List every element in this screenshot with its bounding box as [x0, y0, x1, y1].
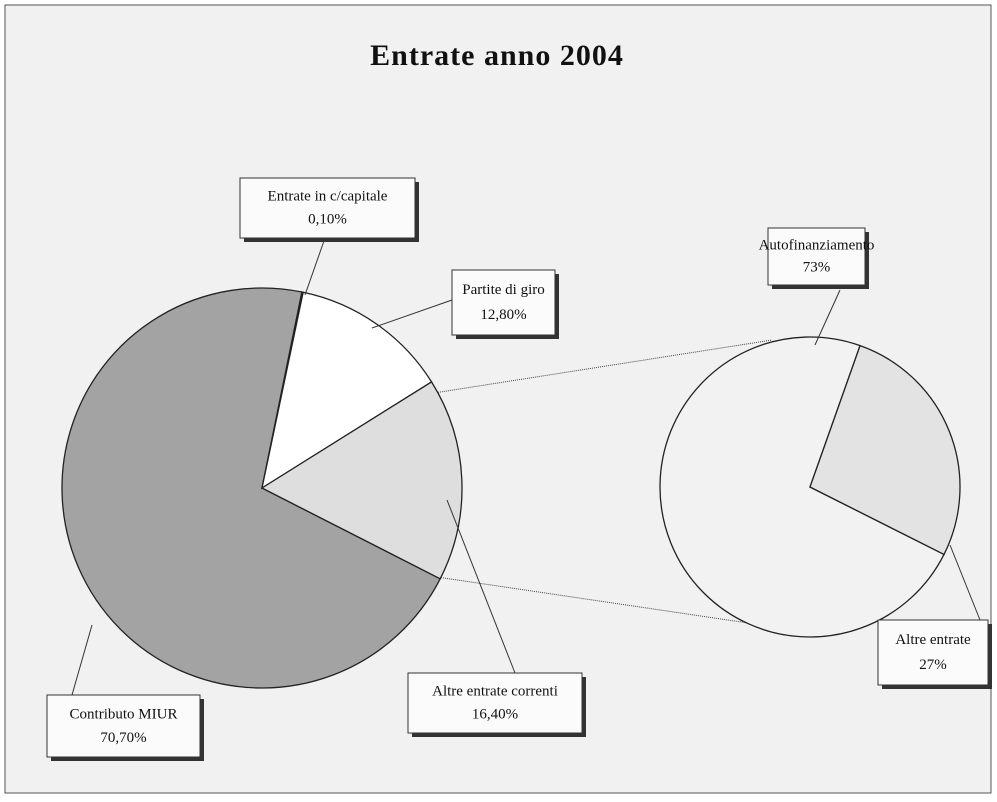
label-box [407, 672, 583, 734]
leader-line [814, 289, 841, 346]
slice-value-label: 27% [919, 657, 947, 673]
slice-label: Autofinanziamento [759, 238, 875, 254]
connector-line [436, 576, 783, 629]
label-box [451, 269, 556, 336]
slice-label: Partite di giro [462, 282, 545, 298]
leader-line [304, 237, 326, 296]
leader-line [446, 499, 516, 674]
pie-slice [809, 344, 961, 556]
slice-value-label: 73% [803, 259, 831, 275]
labels: Contributo MIUR 70,70% Entrate in c/capita… [46, 177, 992, 761]
slice-value-label: 12,80% [480, 307, 526, 323]
slice-label: Altre entrate [895, 632, 971, 648]
slice-label: Entrate in c/capitale [268, 189, 388, 205]
slice-label: Altre entrate correnti [432, 684, 558, 700]
leader-line [371, 299, 453, 329]
chart-title: Entrate anno 2004 [370, 39, 624, 72]
label-box [767, 227, 866, 286]
pie-slice [61, 287, 442, 689]
slice-value-label: 16,40% [472, 706, 518, 722]
leader-line [71, 624, 93, 696]
label-box [46, 694, 201, 758]
pie-slice [260, 381, 463, 580]
slice-value-label: 70,70% [100, 730, 146, 746]
slice-label: Contributo MIUR [70, 706, 178, 722]
label-box [877, 619, 989, 686]
pie-slice [261, 291, 433, 490]
label-box [239, 177, 416, 239]
slice-value-label: 0,10% [308, 211, 347, 227]
pie-slice [659, 336, 945, 638]
pies [61, 287, 961, 689]
leader-line [949, 544, 981, 621]
